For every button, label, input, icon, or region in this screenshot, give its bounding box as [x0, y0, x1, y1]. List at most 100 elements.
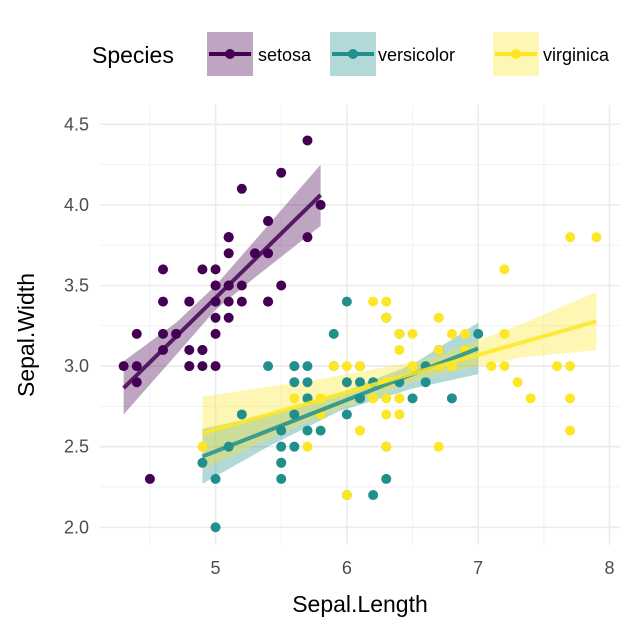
- point-versicolor: [210, 473, 221, 484]
- legend-key-point-virginica: [511, 49, 521, 59]
- y-axis-title: Sepal.Width: [13, 273, 39, 397]
- point-setosa: [263, 216, 274, 227]
- point-setosa: [223, 232, 234, 243]
- point-setosa: [223, 312, 234, 323]
- point-virginica: [565, 425, 576, 436]
- legend-key-point-versicolor: [348, 49, 358, 59]
- point-setosa: [210, 361, 221, 372]
- point-setosa: [236, 296, 247, 307]
- point-virginica: [499, 361, 510, 372]
- point-versicolor: [341, 296, 352, 307]
- point-virginica: [197, 441, 208, 452]
- point-setosa: [158, 264, 169, 275]
- point-versicolor: [302, 361, 313, 372]
- point-virginica: [328, 361, 339, 372]
- point-versicolor: [276, 457, 287, 468]
- fit-line-setosa: [122, 193, 323, 390]
- point-setosa: [210, 312, 221, 323]
- point-versicolor: [368, 490, 379, 501]
- point-setosa: [302, 232, 313, 243]
- point-setosa: [158, 328, 169, 339]
- point-setosa: [184, 361, 195, 372]
- y-tick-label: 2.5: [64, 437, 89, 457]
- point-virginica: [591, 232, 602, 243]
- point-virginica: [368, 393, 379, 404]
- point-setosa: [276, 280, 287, 291]
- fit-line-virginica: [201, 319, 597, 436]
- point-virginica: [394, 328, 405, 339]
- point-virginica: [381, 312, 392, 323]
- point-virginica: [381, 393, 392, 404]
- legend: Species setosa versicolor virginica: [92, 32, 610, 76]
- y-tick-label: 4.0: [64, 195, 89, 215]
- point-virginica: [394, 344, 405, 355]
- point-setosa: [223, 296, 234, 307]
- point-setosa: [276, 167, 287, 178]
- point-virginica: [499, 328, 510, 339]
- point-setosa: [263, 296, 274, 307]
- point-virginica: [433, 344, 444, 355]
- point-virginica: [355, 425, 365, 436]
- point-setosa: [210, 264, 221, 275]
- point-versicolor: [263, 361, 274, 372]
- point-versicolor: [302, 425, 313, 436]
- point-virginica: [381, 296, 392, 307]
- point-virginica: [433, 441, 444, 452]
- point-virginica: [565, 232, 576, 243]
- point-setosa: [184, 296, 195, 307]
- point-setosa: [144, 473, 155, 484]
- data-points: [118, 135, 602, 533]
- grid: [100, 105, 620, 545]
- point-versicolor: [355, 377, 365, 388]
- point-virginica: [446, 328, 457, 339]
- y-tick-label: 4.5: [64, 114, 89, 134]
- x-tick-label: 6: [342, 558, 352, 578]
- point-virginica: [460, 328, 471, 339]
- point-virginica: [302, 441, 313, 452]
- point-virginica: [512, 377, 523, 388]
- point-setosa: [223, 248, 234, 259]
- x-axis-title: Sepal.Length: [292, 591, 428, 617]
- point-versicolor: [276, 473, 287, 484]
- y-tick-label: 3.0: [64, 356, 89, 376]
- confidence-bands: [123, 164, 597, 484]
- point-versicolor: [289, 377, 300, 388]
- legend-key-point-setosa: [225, 49, 235, 59]
- point-versicolor: [381, 473, 392, 484]
- point-versicolor: [473, 328, 484, 339]
- point-virginica: [565, 361, 576, 372]
- point-versicolor: [341, 377, 352, 388]
- point-virginica: [381, 409, 392, 420]
- point-virginica: [499, 264, 510, 275]
- y-tick-label: 2.0: [64, 517, 89, 537]
- point-setosa: [131, 361, 142, 372]
- point-virginica: [368, 296, 379, 307]
- x-tick-label: 7: [473, 558, 483, 578]
- point-virginica: [565, 393, 576, 404]
- legend-title: Species: [92, 42, 174, 68]
- point-setosa: [302, 135, 313, 146]
- legend-label-setosa: setosa: [258, 45, 312, 65]
- point-versicolor: [315, 425, 326, 436]
- fit-lines: [122, 193, 597, 459]
- point-setosa: [197, 361, 208, 372]
- point-virginica: [433, 312, 444, 323]
- point-setosa: [184, 344, 195, 355]
- point-versicolor: [289, 361, 300, 372]
- point-virginica: [355, 361, 365, 372]
- point-setosa: [118, 361, 129, 372]
- point-versicolor: [420, 377, 431, 388]
- tick-labels: 5 6 7 8 2.0 2.5 3.0 3.5 4.0 4.5: [64, 114, 615, 578]
- legend-label-virginica: virginica: [543, 45, 610, 65]
- point-setosa: [158, 296, 169, 307]
- point-virginica: [525, 393, 536, 404]
- x-tick-label: 8: [604, 558, 614, 578]
- point-setosa: [197, 264, 208, 275]
- point-versicolor: [210, 522, 221, 533]
- point-versicolor: [407, 393, 418, 404]
- point-versicolor: [289, 441, 300, 452]
- point-versicolor: [236, 409, 247, 420]
- point-setosa: [210, 280, 221, 291]
- point-virginica: [341, 361, 352, 372]
